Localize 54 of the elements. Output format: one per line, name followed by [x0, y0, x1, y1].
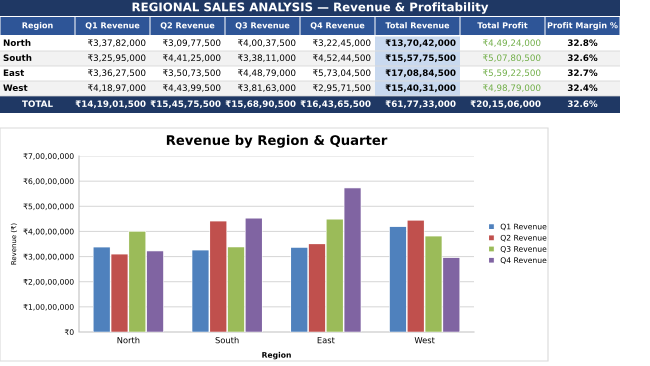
x-tick-label: East [318, 337, 335, 344]
text: ₹3,25,95,000 [88, 54, 146, 62]
text: ₹3,09,77,500 [163, 39, 220, 47]
chart-title: Revenue by Region & Quarter [166, 134, 388, 148]
text: ₹3,50,73,500 [163, 69, 220, 77]
category-label: Region [22, 22, 53, 30]
category-label: Total Profit [477, 22, 528, 28]
text: 32.7% [568, 69, 598, 76]
text: ₹15,40,31,000 [386, 84, 456, 92]
text: ₹4,98,79,000 [483, 84, 540, 92]
text: ₹4,52,44,500 [313, 54, 370, 62]
text: East [4, 70, 24, 76]
text: ₹15,68,90,500 [226, 100, 296, 108]
text: ₹15,57,75,500 [386, 54, 456, 62]
text: 32.6% [568, 100, 598, 108]
text: 32.4% [568, 84, 598, 92]
text: ₹20,15,06,000 [470, 100, 541, 108]
x-tick-label: North [118, 336, 140, 344]
text: ₹14,19,01,500 [76, 100, 146, 108]
text: West [3, 84, 28, 92]
text: 32.8% [568, 39, 598, 46]
text: ₹4,41,25,000 [163, 54, 220, 62]
category-label: Q4 Revenue [310, 22, 364, 30]
category-label: Q3 Revenue [236, 22, 290, 30]
text: ₹61,77,33,000 [386, 100, 456, 108]
text: ₹4,00,37,500 [238, 39, 296, 47]
text: ₹4,49,24,000 [483, 39, 540, 47]
text: ₹5,73,04,500 [313, 69, 370, 77]
text: REGIONAL SALES ANALYSIS — Revenue & Profitability [132, 2, 488, 14]
category-label: Q2 Revenue [160, 22, 214, 30]
text: South [4, 54, 32, 62]
text: ₹17,08,84,500 [386, 69, 456, 78]
text: ₹4,18,97,000 [88, 84, 146, 92]
text: ₹3,37,82,000 [88, 39, 146, 47]
text: TOTAL [22, 100, 53, 108]
category-label: Profit Margin % [548, 22, 618, 30]
x-tick-label: West [414, 337, 435, 344]
text: ₹4,48,79,000 [238, 69, 296, 77]
text: ₹13,70,42,000 [386, 39, 456, 48]
text: ₹4,43,99,500 [163, 84, 220, 92]
x-tick-label: South [216, 336, 239, 344]
text: ₹3,36,27,500 [88, 69, 146, 77]
text: ₹15,45,75,500 [150, 100, 221, 108]
text: ₹5,07,80,500 [483, 54, 540, 62]
text: North [4, 39, 30, 46]
text: ₹5,59,22,500 [483, 69, 540, 77]
text: ₹3,81,63,000 [238, 84, 296, 92]
category-label: Q1 Revenue [86, 22, 140, 30]
text: 32.6% [568, 54, 598, 62]
text: ₹3,38,11,000 [238, 54, 296, 62]
text: ₹3,22,45,000 [313, 39, 370, 47]
category-label: Total Revenue [385, 22, 450, 28]
text: ₹16,43,65,500 [300, 100, 371, 108]
text: ₹2,95,71,500 [313, 84, 370, 92]
